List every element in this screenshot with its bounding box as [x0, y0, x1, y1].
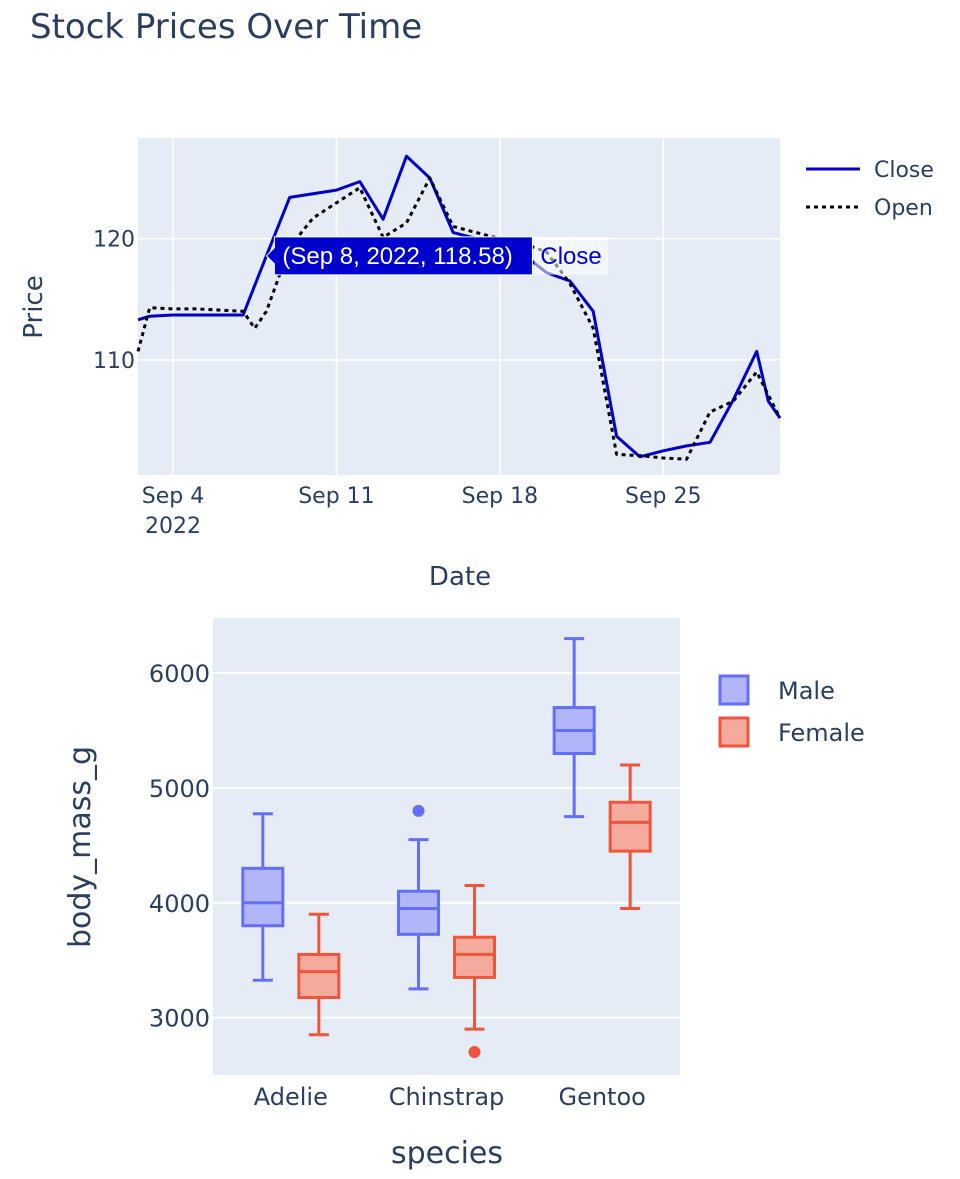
legend-item-open[interactable]: Open — [806, 196, 933, 221]
outlier-point — [412, 804, 425, 817]
line-x-tick-label: Sep 4 — [142, 484, 204, 509]
box-y-tick-label: 5000 — [149, 775, 210, 803]
hover-name-bg — [534, 236, 609, 275]
line-plot-area — [138, 138, 780, 475]
box-x-axis-title: species — [391, 1136, 503, 1171]
box-female-adelie — [297, 912, 341, 1037]
box-x-tick-label: Gentoo — [558, 1083, 645, 1111]
legend-box-swatch — [718, 674, 750, 706]
box-series-group — [241, 637, 652, 1059]
box-y-tick-label: 3000 — [149, 1005, 210, 1033]
box-male-gentoo — [552, 637, 596, 819]
outlier-point — [468, 1046, 481, 1059]
iqr-box — [297, 952, 341, 999]
box-x-tick-label: Chinstrap — [389, 1083, 505, 1111]
line-y-tick-label: 110 — [93, 349, 135, 374]
hover-series-name: Close — [540, 243, 601, 270]
line-x-tick-year: 2022 — [145, 514, 201, 539]
series-line-open — [136, 176, 782, 461]
line-x-axis-title: Date — [429, 562, 491, 592]
iqr-box — [397, 889, 440, 936]
box-x-tick-label: Adelie — [254, 1083, 328, 1111]
box-male-adelie — [241, 812, 285, 982]
line-tick-labels: Sep 4 2022 Sep 11 Sep 18 Sep 25 110 120 — [93, 228, 701, 539]
box-legend: Male Female — [718, 674, 865, 748]
line-y-tick-label: 120 — [93, 228, 135, 253]
iqr-box — [453, 935, 496, 979]
line-x-tick-label: Sep 18 — [462, 484, 538, 509]
legend-label: Open — [874, 196, 933, 221]
hover-label: (Sep 8, 2022, 118.58) Close — [265, 236, 609, 276]
box-plot-area — [213, 618, 680, 1075]
line-x-tick-label: Sep 25 — [625, 484, 701, 509]
box-male-chinstrap — [397, 804, 440, 991]
chart-title: Stock Prices Over Time — [30, 7, 422, 47]
box-female-gentoo — [608, 763, 652, 911]
legend-label: Close — [874, 158, 934, 183]
legend-label: Male — [778, 677, 835, 705]
line-y-axis-title: Price — [19, 275, 49, 338]
legend-box-swatch — [718, 716, 750, 748]
hover-label-text: (Sep 8, 2022, 118.58) — [282, 243, 512, 270]
box-y-axis-title: body_mass_g — [63, 746, 98, 948]
legend-item-male[interactable]: Male — [718, 674, 835, 706]
iqr-box — [608, 800, 652, 853]
line-legend: Close Open — [806, 158, 934, 221]
iqr-box — [241, 866, 285, 928]
legend-label: Female — [778, 719, 865, 747]
box-tick-labels: 3000 4000 5000 6000 Adelie Chinstrap Gentoo — [149, 660, 646, 1111]
legend-item-female[interactable]: Female — [718, 716, 865, 748]
box-y-tick-label: 4000 — [149, 890, 210, 918]
box-y-tick-label: 6000 — [149, 660, 210, 688]
legend-item-close[interactable]: Close — [806, 158, 934, 183]
line-x-tick-label: Sep 11 — [298, 484, 374, 509]
box-chart: 3000 4000 5000 6000 Adelie Chinstrap Gentoo bo… — [63, 618, 865, 1171]
hover-label-box — [265, 236, 533, 276]
box-gridlines — [213, 672, 680, 1019]
box-female-chinstrap — [453, 884, 496, 1059]
